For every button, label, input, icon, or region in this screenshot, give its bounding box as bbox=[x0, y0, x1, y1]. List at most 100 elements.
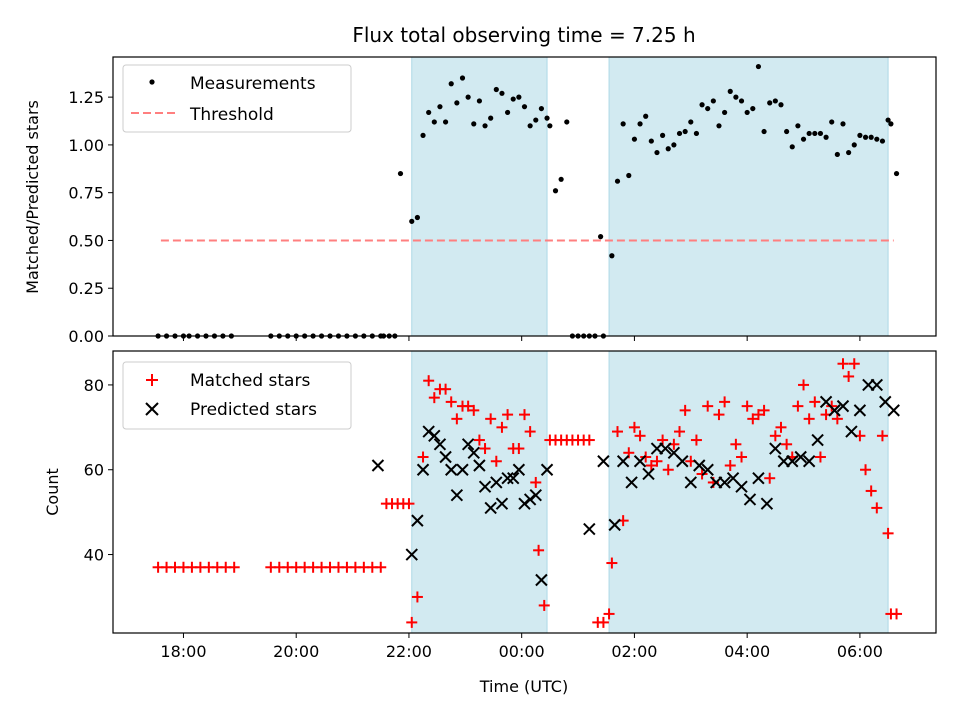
top-y-tick-label: 1.25 bbox=[68, 88, 104, 107]
x-tick-label: 20:00 bbox=[273, 642, 319, 661]
measurement-point bbox=[778, 102, 784, 108]
matched-star-point bbox=[530, 476, 542, 488]
predicted-star-stroke bbox=[484, 501, 497, 515]
matched-star-point bbox=[752, 409, 764, 421]
predicted-star-point bbox=[416, 463, 430, 476]
measurement-point bbox=[761, 128, 767, 135]
legend-measurements-marker bbox=[149, 79, 155, 85]
predicted-star-stroke bbox=[633, 455, 647, 468]
predicted-star-point bbox=[411, 514, 424, 527]
predicted-star-stroke bbox=[845, 425, 858, 438]
predicted-star-point bbox=[439, 450, 452, 464]
predicted-star-point bbox=[853, 404, 867, 417]
matched-star-point bbox=[634, 430, 646, 442]
predicted-star-point bbox=[467, 446, 480, 459]
predicted-star-stroke bbox=[540, 463, 554, 476]
measurement-point bbox=[851, 142, 857, 148]
matched-star-point bbox=[403, 498, 415, 510]
predicted-star-stroke bbox=[608, 518, 621, 532]
measurement-point bbox=[516, 94, 522, 100]
predicted-star-point bbox=[743, 493, 757, 506]
predicted-star-point bbox=[535, 573, 548, 587]
matched-star-point bbox=[612, 426, 624, 438]
measurement-point bbox=[660, 132, 666, 138]
matched-star-point bbox=[423, 375, 435, 387]
matched-star-point bbox=[713, 409, 725, 421]
matched-star-point bbox=[662, 464, 674, 476]
predicted-star-point bbox=[811, 433, 824, 447]
predicted-star-point bbox=[786, 455, 799, 468]
predicted-star-stroke bbox=[507, 472, 520, 485]
matched-star-point bbox=[775, 421, 787, 433]
matched-star-point bbox=[502, 409, 514, 421]
measurement-point bbox=[744, 109, 750, 116]
measurement-point bbox=[665, 146, 671, 152]
predicted-star-stroke bbox=[439, 450, 452, 464]
x-tick-label: 22:00 bbox=[386, 642, 432, 661]
predicted-star-stroke bbox=[726, 472, 740, 485]
measurement-point bbox=[676, 130, 683, 137]
predicted-star-stroke bbox=[456, 463, 469, 476]
predicted-star-stroke bbox=[616, 455, 630, 468]
predicted-star-point bbox=[693, 459, 706, 472]
predicted-star-point bbox=[794, 450, 807, 464]
predicted-star-point bbox=[507, 472, 520, 485]
measurement-point bbox=[631, 136, 638, 142]
predicted-star-stroke bbox=[642, 467, 655, 481]
measurement-point bbox=[527, 123, 533, 129]
matched-star-point bbox=[440, 383, 452, 395]
measurement-point bbox=[710, 98, 716, 104]
matched-star-point bbox=[758, 404, 770, 416]
predicted-stars-points bbox=[371, 378, 900, 587]
matched-star-point bbox=[468, 404, 480, 416]
measurement-point bbox=[784, 128, 790, 135]
top-y-axis-label: Matched/Predicted stars bbox=[23, 100, 42, 294]
measurement-point bbox=[426, 109, 432, 116]
measurement-point bbox=[409, 218, 415, 224]
predicted-star-point bbox=[583, 522, 596, 536]
top-y-tick-label: 0.00 bbox=[68, 327, 104, 346]
measurement-point bbox=[800, 136, 807, 142]
measurement-point bbox=[840, 121, 846, 127]
matched-star-point bbox=[411, 591, 423, 603]
matched-star-point bbox=[228, 561, 240, 573]
measurement-point bbox=[564, 119, 570, 125]
measurement-point bbox=[705, 105, 711, 112]
measurement-point bbox=[493, 86, 499, 93]
predicted-star-point bbox=[828, 404, 841, 417]
measurement-point bbox=[614, 178, 621, 184]
matched-star-point bbox=[485, 413, 497, 425]
matched-star-point bbox=[803, 413, 815, 425]
predicted-star-point bbox=[760, 497, 774, 510]
measurement-point bbox=[727, 88, 733, 94]
predicted-star-point bbox=[642, 467, 655, 481]
matched-star-point bbox=[417, 451, 429, 463]
predicted-star-stroke bbox=[870, 378, 884, 392]
matched-star-point bbox=[428, 392, 440, 404]
measurement-point bbox=[738, 98, 745, 104]
matched-star-point bbox=[524, 426, 536, 438]
bottom-legend: Matched stars Predicted stars bbox=[122, 361, 352, 430]
predicted-star-stroke bbox=[529, 488, 542, 502]
predicted-star-stroke bbox=[490, 476, 503, 489]
matched-star-point bbox=[876, 430, 888, 442]
predicted-star-stroke bbox=[853, 404, 867, 417]
matched-star-point bbox=[871, 502, 883, 514]
predicted-star-point bbox=[633, 455, 647, 468]
predicted-star-stroke bbox=[450, 488, 464, 502]
measurement-point bbox=[544, 115, 550, 121]
predicted-star-point bbox=[597, 455, 610, 468]
matched-star-point bbox=[831, 413, 843, 425]
predicted-star-stroke bbox=[802, 455, 816, 468]
predicted-star-stroke bbox=[769, 442, 782, 455]
predicted-star-point bbox=[501, 472, 514, 485]
measurement-points bbox=[155, 63, 900, 339]
predicted-star-point bbox=[405, 548, 418, 561]
measurement-point bbox=[597, 234, 604, 240]
measurement-point bbox=[772, 98, 778, 104]
predicted-star-stroke bbox=[501, 472, 514, 485]
top-y-tick-label: 0.25 bbox=[68, 279, 104, 298]
legend-predicted-marker bbox=[145, 402, 159, 416]
bottom-y-tick-label: 80 bbox=[84, 376, 104, 395]
matched-star-point bbox=[538, 599, 550, 611]
